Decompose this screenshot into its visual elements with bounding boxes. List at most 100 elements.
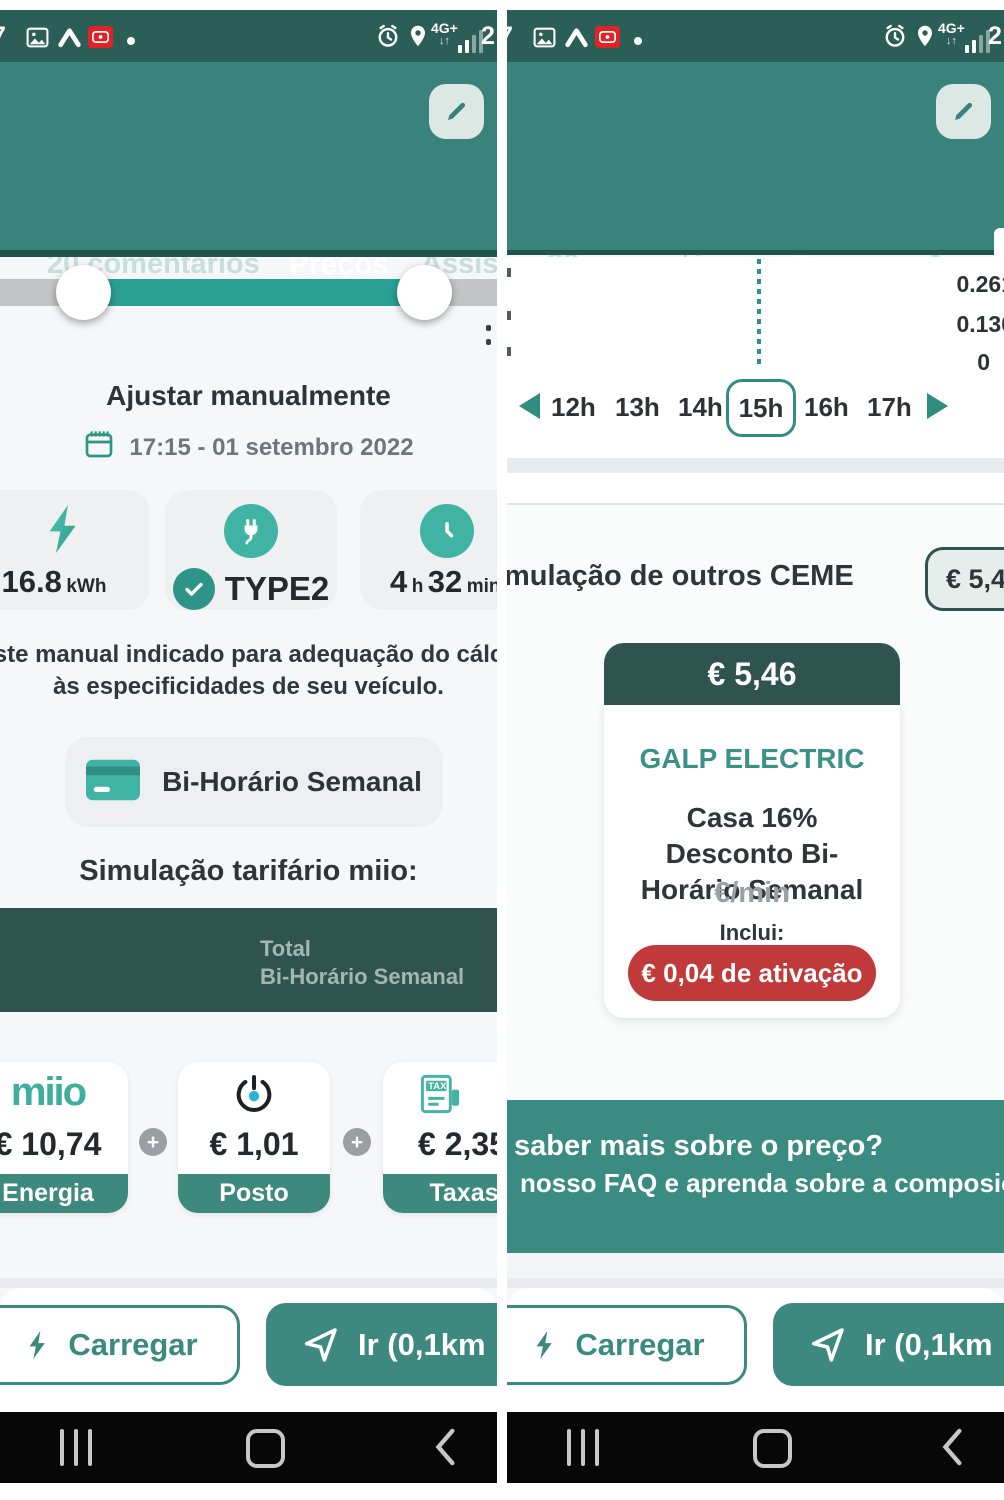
dot-notification-icon: [634, 37, 642, 45]
charge-button-label: Carregar: [68, 1327, 198, 1362]
simulation-title: Simulação tarifário miio:: [79, 855, 418, 887]
location-pin-icon: [913, 24, 937, 53]
panel-ceme-comparison: 7 4G+ ↓↑ 2: [507, 0, 1004, 1500]
energy-unit: kWh: [66, 576, 107, 597]
total-sublabel: Bi-Horário Semanal: [260, 964, 465, 989]
session-datetime: 17:15 - 01 setembro 2022: [129, 433, 414, 461]
screenshot-margin: [0, 0, 497, 10]
charge-button[interactable]: Carregar: [507, 1305, 747, 1385]
status-bar: 7 4G+ ↓↑ 2: [0, 10, 497, 62]
navigate-button[interactable]: Ir (0,1km: [266, 1303, 497, 1386]
navigate-button-label: Ir (0,1km: [865, 1326, 993, 1362]
energy-value-row: 16.8 kWh: [0, 564, 150, 600]
header-shadow: [0, 250, 497, 257]
total-label: Total: [260, 936, 311, 961]
connector-type: TYPE2: [224, 570, 330, 607]
screenshot-margin: [0, 1483, 497, 1500]
slider-handle-end[interactable]: [397, 265, 452, 320]
ceme-total-value: € 5,4: [946, 563, 1004, 594]
svg-text:TAX: TAX: [428, 1081, 447, 1091]
hour-15-selected[interactable]: 15h: [726, 379, 796, 437]
dot-notification-icon: [127, 37, 135, 45]
manual-adjust-note-line2: às especificidades de seu veículo.: [53, 673, 444, 700]
back-button[interactable]: [939, 1428, 965, 1471]
android-navbar: [0, 1412, 497, 1483]
hour-prev-arrow[interactable]: [519, 393, 540, 419]
station-label: Posto: [178, 1174, 330, 1213]
y-tick: 0: [977, 349, 990, 375]
selected-hour-marker: [757, 259, 761, 369]
hour-17[interactable]: 17h: [867, 392, 912, 422]
faq-banner[interactable]: saber mais sobre o preço? nosso FAQ e ap…: [507, 1100, 1004, 1253]
faq-line1: saber mais sobre o preço?: [514, 1130, 884, 1162]
faq-line2: nosso FAQ e aprenda sobre a composição d…: [520, 1168, 1004, 1198]
manual-adjust-title: Ajustar manualmente: [106, 380, 391, 411]
image-notification-icon: [532, 25, 557, 55]
slider-handle-start[interactable]: [56, 265, 111, 320]
ceme-total-pill[interactable]: € 5,4: [925, 547, 1004, 611]
check-icon: [172, 568, 215, 610]
screen-record-icon: [88, 26, 113, 48]
clock-fragment: 2: [988, 22, 1002, 50]
alarm-clock-icon: [882, 23, 908, 54]
edit-button[interactable]: [429, 84, 484, 139]
offer-activation-fee: € 0,04 de ativação: [628, 945, 876, 1001]
offer-body: GALP ELECTRIC Casa 16% Desconto Bi-Horár…: [604, 705, 900, 1018]
ceme-offer-card[interactable]: € 5,46 GALP ELECTRIC Casa 16% Desconto B…: [604, 643, 900, 1018]
home-button[interactable]: [246, 1429, 285, 1468]
lightning-icon: [536, 1331, 553, 1359]
clock-fragment: 2: [481, 22, 495, 50]
navigate-button[interactable]: Ir (0,1km: [773, 1303, 1004, 1386]
tax-receipt-icon: TAX: [383, 1072, 497, 1121]
hour-13[interactable]: 13h: [615, 392, 660, 422]
offer-plan: Casa 16% Desconto Bi-Horário Semanal: [640, 802, 864, 905]
signal-bars-icon: [965, 30, 990, 53]
station-amount: € 1,01: [209, 1126, 299, 1162]
plug-icon: [224, 504, 278, 558]
navigate-icon: [304, 1327, 337, 1362]
navigate-button-label: Ir (0,1km: [358, 1326, 486, 1362]
charge-button[interactable]: Carregar: [0, 1305, 240, 1385]
session-datetime-row[interactable]: 17:15 - 01 setembro 2022: [0, 428, 497, 467]
tariff-selector[interactable]: Bi-Horário Semanal: [65, 737, 443, 827]
hour-next-arrow[interactable]: [927, 393, 948, 419]
tariff-name: Bi-Horário Semanal: [162, 766, 422, 797]
home-button[interactable]: [753, 1429, 792, 1468]
header-shadow: [507, 250, 1004, 255]
hour-14[interactable]: 14h: [678, 392, 723, 422]
edit-button[interactable]: [936, 84, 991, 139]
taxes-label: Taxas: [383, 1174, 497, 1213]
lightning-icon: [40, 502, 88, 561]
section-hairline: [507, 503, 1004, 505]
pencil-icon: [955, 102, 973, 120]
sheet-divider: [0, 1278, 497, 1288]
offer-price: € 5,46: [604, 643, 900, 705]
manual-adjust-note-line1: uste manual indicado para adequação do c…: [0, 641, 497, 668]
app-header: 20 comentários Preços Assist: [507, 62, 1004, 281]
offer-provider: GALP ELECTRIC: [639, 743, 865, 774]
clock-fragment: 7: [507, 22, 513, 51]
total-banner: € 14,10 Total Bi-Horário Semanal: [0, 908, 497, 1012]
plus-icon: +: [139, 1128, 167, 1156]
scroll-notch: [994, 228, 1004, 257]
hour-12[interactable]: 12h: [551, 392, 596, 422]
energy-label: Energia: [0, 1174, 128, 1213]
clock-icon: [420, 504, 474, 558]
section-band: [507, 458, 1004, 473]
hour-16[interactable]: 16h: [804, 392, 849, 422]
stat-card-duration: 4 h 32 min: [360, 490, 497, 610]
y-tick: 0.261: [956, 271, 1004, 297]
recents-button[interactable]: [60, 1429, 92, 1466]
stat-card-connector[interactable]: TYPE2: [165, 490, 337, 610]
back-button[interactable]: [432, 1428, 458, 1471]
network-4g-icon: 4G+ ↓↑: [431, 20, 458, 47]
offer-includes-label: Inclui:: [719, 920, 785, 945]
plus-icon: +: [343, 1128, 371, 1156]
recents-button[interactable]: [567, 1429, 599, 1466]
screenshot-margin: [507, 1483, 1004, 1500]
taxes-amount: € 2,35: [418, 1126, 497, 1162]
offer-unit: €/min: [714, 877, 790, 909]
sheet-divider: [507, 1278, 1004, 1288]
breakdown-card-taxes: TAX € 2,35 Taxas: [383, 1062, 497, 1213]
